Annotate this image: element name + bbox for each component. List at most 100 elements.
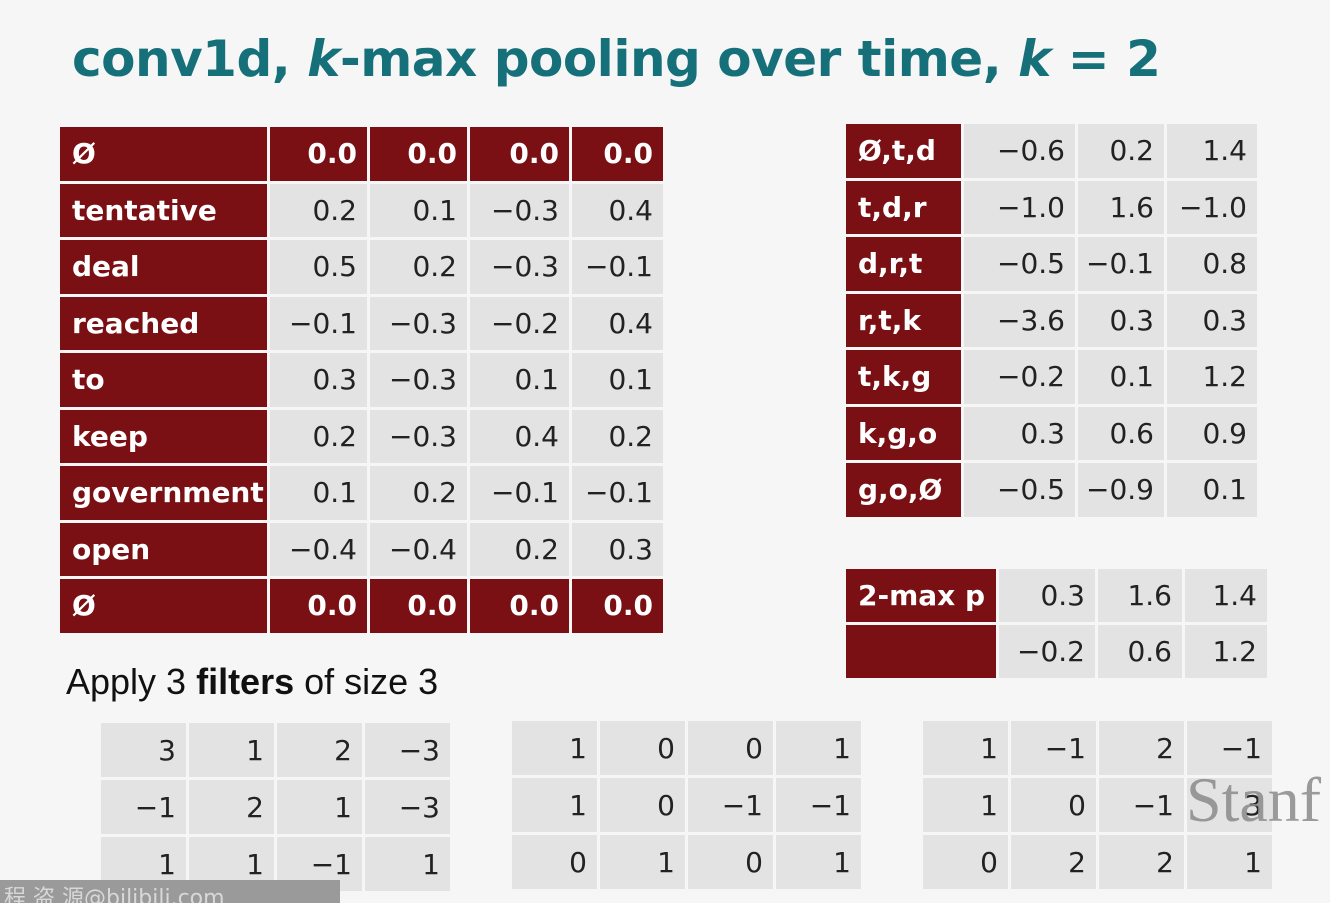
value-cell: 1.6 — [1078, 180, 1164, 234]
filter-weight-cell: −1 — [688, 778, 773, 832]
value-cell: 0.0 — [370, 127, 467, 181]
row-label: government — [60, 466, 267, 520]
value-cell: −1.0 — [964, 180, 1075, 234]
value-cell: −0.5 — [964, 463, 1075, 517]
table-row: r,t,k −3.6 0.3 0.3 — [846, 293, 1257, 347]
stanford-watermark: Stanf — [1186, 764, 1322, 835]
value-cell: 0.0 — [572, 579, 663, 633]
value-cell: 0.3 — [999, 569, 1095, 622]
value-cell: −0.3 — [470, 240, 569, 294]
value-cell: −0.2 — [470, 296, 569, 350]
value-cell: 0.2 — [370, 466, 467, 520]
filter-weight-cell: 0 — [600, 778, 685, 832]
word-vector-table: Ø 0.0 0.0 0.0 0.0 tentative 0.2 0.1 −0.3 0.4 deal 0… — [57, 124, 666, 636]
value-cell: 0.0 — [270, 579, 367, 633]
row-label: to — [60, 353, 267, 407]
value-cell: −0.1 — [270, 296, 367, 350]
value-cell: 0.4 — [572, 183, 663, 237]
filter-weight-cell: 1 — [600, 835, 685, 889]
table-row: t,k,g −0.2 0.1 1.2 — [846, 350, 1257, 404]
filter-weight-cell: 1 — [277, 780, 362, 834]
table-row: open −0.4 −0.4 0.2 0.3 — [60, 522, 663, 576]
filter-row: −1 2 1 −3 — [101, 780, 450, 834]
filter-3-table: 1 −1 2 −1 1 0 −1 3 0 2 2 1 — [920, 718, 1275, 892]
filter-weight-cell: 1 — [189, 723, 274, 777]
table-row: k,g,o 0.3 0.6 0.9 — [846, 406, 1257, 460]
table-row: Ø,t,d −0.6 0.2 1.4 — [846, 124, 1257, 178]
value-cell: 0.1 — [1078, 350, 1164, 404]
filter-row: 3 1 2 −3 — [101, 723, 450, 777]
filter-weight-cell: 0 — [688, 835, 773, 889]
filter-weight-cell: 0 — [600, 721, 685, 775]
row-label: g,o,Ø — [846, 463, 961, 517]
filter-weight-cell: 1 — [1187, 835, 1272, 889]
value-cell: 0.0 — [370, 579, 467, 633]
value-cell: 0.1 — [370, 183, 467, 237]
filter-2-table: 1 0 0 1 1 0 −1 −1 0 1 0 1 — [509, 718, 864, 892]
table-row: −0.2 0.6 1.2 — [846, 625, 1267, 678]
value-cell: −0.3 — [370, 296, 467, 350]
filter-weight-cell: −1 — [1187, 721, 1272, 775]
value-cell: 0.1 — [1167, 463, 1257, 517]
value-cell: 0.1 — [270, 466, 367, 520]
filter-weight-cell: −3 — [365, 723, 450, 777]
value-cell: 0.0 — [572, 127, 663, 181]
value-cell: 0.0 — [470, 127, 569, 181]
table-row: reached −0.1 −0.3 −0.2 0.4 — [60, 296, 663, 350]
row-label: Ø — [60, 579, 267, 633]
filter-1-table: 3 1 2 −3 −1 2 1 −3 1 1 −1 1 — [98, 720, 453, 894]
bilibili-watermark: 程 盗 源@bilibili.com — [0, 880, 340, 903]
filter-row: 1 0 −1 3 — [923, 778, 1272, 832]
value-cell: −3.6 — [964, 293, 1075, 347]
value-cell: −0.5 — [964, 237, 1075, 291]
value-cell: 1.2 — [1167, 350, 1257, 404]
table-row: tentative 0.2 0.1 −0.3 0.4 — [60, 183, 663, 237]
table-row: keep 0.2 −0.3 0.4 0.2 — [60, 409, 663, 463]
value-cell: 0.2 — [270, 409, 367, 463]
value-cell: 0.2 — [572, 409, 663, 463]
filter-weight-cell: 0 — [688, 721, 773, 775]
value-cell: 0.2 — [470, 522, 569, 576]
value-cell: 0.8 — [1167, 237, 1257, 291]
table-row: Ø 0.0 0.0 0.0 0.0 — [60, 127, 663, 181]
value-cell: 0.4 — [470, 409, 569, 463]
value-cell: −0.1 — [470, 466, 569, 520]
value-cell: −0.1 — [572, 240, 663, 294]
row-label — [846, 625, 996, 678]
row-label: deal — [60, 240, 267, 294]
filter-weight-cell: −1 — [1011, 721, 1096, 775]
row-label: keep — [60, 409, 267, 463]
value-cell: 0.2 — [1078, 124, 1164, 178]
filter-weight-cell: 1 — [512, 721, 597, 775]
value-cell: 0.0 — [470, 579, 569, 633]
value-cell: 0.0 — [270, 127, 367, 181]
filter-row: 1 0 −1 −1 — [512, 778, 861, 832]
filter-weight-cell: 2 — [1099, 835, 1184, 889]
filter-weight-cell: −1 — [776, 778, 861, 832]
slide-title: conv1d, k-max pooling over time, k = 2 — [72, 30, 1161, 88]
value-cell: 0.2 — [370, 240, 467, 294]
value-cell: 0.3 — [1167, 293, 1257, 347]
table-row: deal 0.5 0.2 −0.3 −0.1 — [60, 240, 663, 294]
table-row: government 0.1 0.2 −0.1 −0.1 — [60, 466, 663, 520]
value-cell: −0.4 — [270, 522, 367, 576]
filter-weight-cell: 2 — [277, 723, 362, 777]
convolution-output-table: Ø,t,d −0.6 0.2 1.4 t,d,r −1.0 1.6 −1.0 d,r,t −0.5… — [843, 121, 1260, 520]
filter-weight-cell: 1 — [776, 721, 861, 775]
value-cell: −0.9 — [1078, 463, 1164, 517]
filter-weight-cell: 3 — [101, 723, 186, 777]
table-row: 2-max p 0.3 1.6 1.4 — [846, 569, 1267, 622]
value-cell: −0.1 — [1078, 237, 1164, 291]
row-label: tentative — [60, 183, 267, 237]
value-cell: −0.3 — [370, 409, 467, 463]
value-cell: 0.3 — [1078, 293, 1164, 347]
filter-weight-cell: 1 — [923, 778, 1008, 832]
filter-weight-cell: −1 — [1099, 778, 1184, 832]
row-label: t,d,r — [846, 180, 961, 234]
filter-weight-cell: 2 — [1099, 721, 1184, 775]
table-row: g,o,Ø −0.5 −0.9 0.1 — [846, 463, 1257, 517]
filters-caption: Apply 3 filters of size 3 — [66, 661, 439, 702]
value-cell: 0.5 — [270, 240, 367, 294]
row-label: open — [60, 522, 267, 576]
